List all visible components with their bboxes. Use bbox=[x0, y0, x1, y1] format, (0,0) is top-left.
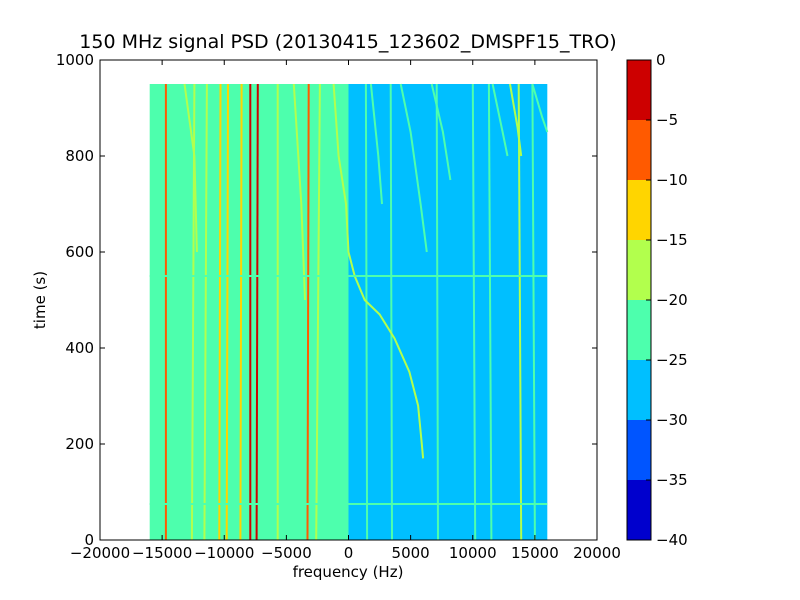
x-tick-label: −20000 bbox=[70, 544, 130, 562]
colorbar-swatch bbox=[627, 60, 651, 120]
colorbar-tick-label: −5 bbox=[656, 111, 678, 129]
x-tick-label: −15000 bbox=[132, 544, 192, 562]
y-axis: 0 200 400 600 800 1000 bbox=[56, 51, 597, 549]
signal-trace bbox=[183, 83, 198, 253]
x-tick-label: 0 bbox=[344, 544, 354, 562]
signal-trace bbox=[531, 83, 549, 133]
colorbar-swatch bbox=[627, 360, 651, 420]
signal-trace bbox=[225, 83, 229, 541]
y-tick-label: 1000 bbox=[56, 51, 94, 69]
signal-trace bbox=[369, 83, 383, 205]
colorbar-swatch bbox=[627, 240, 651, 300]
colorbar-tick-label: −25 bbox=[656, 351, 688, 369]
signal-trace bbox=[255, 83, 259, 541]
signal-trace bbox=[487, 83, 493, 541]
signal-trace bbox=[435, 83, 439, 541]
heatmap bbox=[149, 84, 548, 540]
signal-trace bbox=[491, 83, 509, 157]
x-tick-label: −10000 bbox=[194, 544, 254, 562]
x-axis-label: frequency (Hz) bbox=[293, 563, 404, 581]
y-tick-label: 800 bbox=[65, 147, 94, 165]
x-axis: −20000 −15000 −10000 −5000 0 5000 10000 15000 20… bbox=[70, 60, 621, 562]
signal-trace bbox=[509, 83, 523, 157]
y-tick-label: 400 bbox=[65, 339, 94, 357]
signal-trace bbox=[430, 83, 452, 181]
colorbar-tick-label: −20 bbox=[656, 291, 688, 309]
y-axis-label: time (s) bbox=[31, 271, 49, 329]
x-tick-label: 15000 bbox=[511, 544, 559, 562]
signal-trace bbox=[292, 83, 306, 301]
signal-trace bbox=[517, 83, 523, 541]
colorbar-tick-label: −15 bbox=[656, 231, 688, 249]
signal-trace bbox=[531, 83, 536, 541]
colorbar-swatch bbox=[627, 480, 651, 540]
signal-trace bbox=[203, 83, 208, 541]
colorbar-swatch bbox=[627, 300, 651, 360]
signal-traces bbox=[149, 83, 549, 541]
y-tick-label: 0 bbox=[84, 531, 94, 549]
x-tick-label: −5000 bbox=[261, 544, 312, 562]
signal-trace bbox=[471, 83, 477, 541]
colorbar-tick-label: −40 bbox=[656, 531, 688, 549]
colorbar-tick-label: −30 bbox=[656, 411, 688, 429]
signal-trace bbox=[389, 83, 393, 541]
signal-trace bbox=[399, 83, 428, 253]
signal-trace bbox=[218, 83, 222, 541]
colorbar-swatch bbox=[627, 420, 651, 480]
y-tick-label: 200 bbox=[65, 435, 94, 453]
x-tick-label: 5000 bbox=[392, 544, 430, 562]
chart-title: 150 MHz signal PSD (20130415_123602_DMSP… bbox=[79, 31, 616, 53]
colorbar-tick-label: −35 bbox=[656, 471, 688, 489]
x-tick-label: 20000 bbox=[573, 544, 621, 562]
x-tick-label: 10000 bbox=[449, 544, 497, 562]
colorbar-swatch bbox=[627, 120, 651, 180]
signal-trace bbox=[306, 83, 310, 541]
colorbar: 0 −5 −10 −15 −20 −25 −30 −35 −40 bbox=[626, 51, 688, 549]
signal-trace bbox=[364, 83, 369, 541]
psd-region-negative bbox=[149, 84, 349, 540]
y-tick-label: 600 bbox=[65, 243, 94, 261]
colorbar-tick-label: 0 bbox=[656, 51, 666, 69]
signal-trace bbox=[239, 83, 243, 541]
signal-trace bbox=[315, 83, 321, 541]
colorbar-swatch bbox=[627, 180, 651, 240]
colorbar-tick-label: −10 bbox=[656, 171, 688, 189]
signal-trace bbox=[332, 83, 425, 459]
